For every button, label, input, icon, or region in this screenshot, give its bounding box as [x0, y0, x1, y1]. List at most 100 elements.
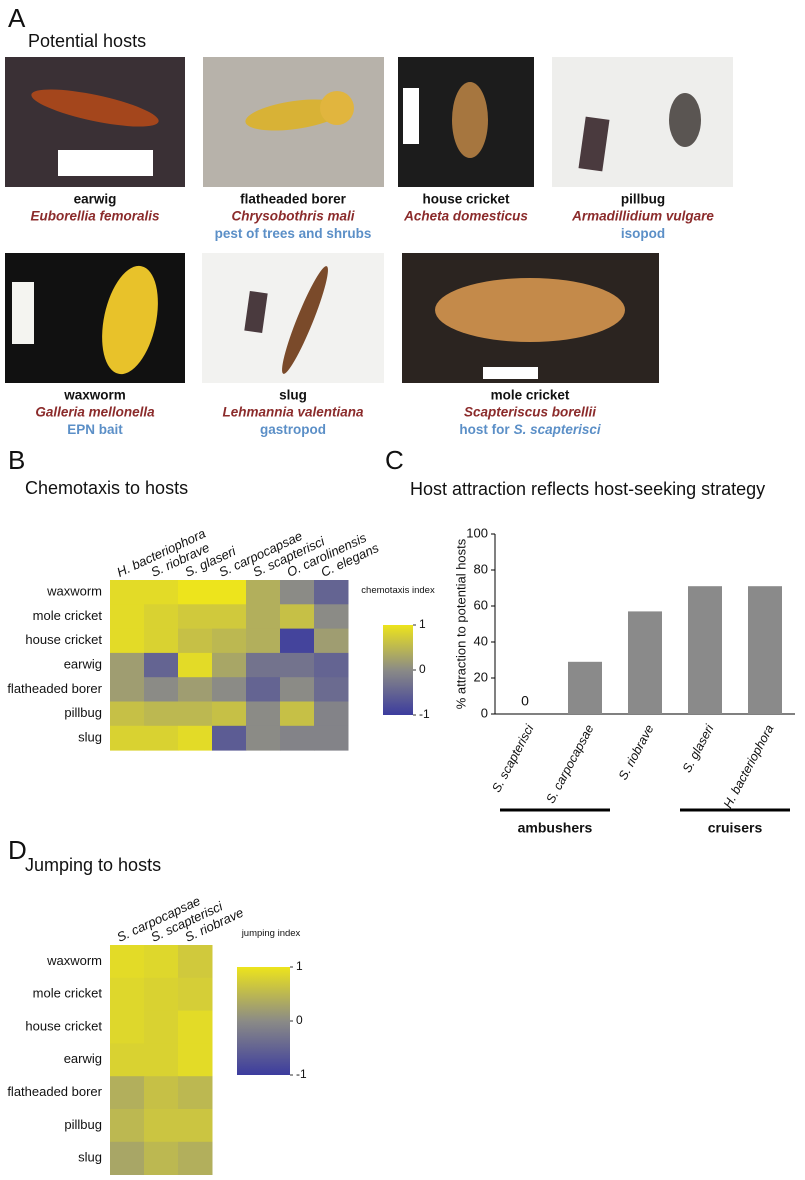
heatmap-cell [280, 580, 315, 605]
heatmap-cell [144, 1010, 179, 1044]
colorbar-tick-label: -1 [419, 707, 430, 721]
group-label: cruisers [708, 820, 763, 836]
colorbar-tick-label: 0 [419, 662, 426, 676]
x-tick-label: S. scapterisci [489, 721, 537, 794]
scale-bar [483, 367, 538, 379]
heatmap-cell [110, 1076, 145, 1110]
heatmap-cell [314, 652, 349, 678]
heatmap-cell [178, 977, 213, 1012]
colorbar-label: chemotaxis index [361, 585, 435, 596]
heatmap-cell [110, 977, 145, 1012]
host-species: Scapteriscus borellii [464, 405, 596, 420]
row-label: slug [78, 729, 102, 744]
heatmap-cell [314, 677, 349, 702]
heatmap-cell [314, 580, 349, 605]
scale-bar [403, 88, 419, 144]
host-note: EPN bait [67, 422, 123, 437]
heatmap-cell [212, 604, 247, 630]
host-species: Galleria mellonella [35, 405, 155, 420]
value-label: 0 [521, 693, 529, 709]
y-axis-label: % attraction to potential hosts [453, 538, 468, 709]
row-label: pillbug [64, 1117, 102, 1132]
heatmap-cell [212, 701, 247, 727]
host-species: Acheta domesticus [403, 209, 528, 224]
heatmap-cell [246, 701, 281, 727]
colorbar-tick-label: 1 [296, 959, 303, 973]
heatmap-cell [144, 580, 179, 605]
heatmap-cell [178, 628, 213, 654]
panel-title: Potential hosts [28, 31, 146, 51]
scale-bar [12, 282, 34, 344]
heatmap-cell [144, 945, 179, 979]
heatmap-cell [144, 1076, 179, 1110]
scale-bar [578, 116, 610, 172]
heatmap-cell [110, 725, 145, 751]
photo-body [669, 93, 701, 147]
heatmap-cell [314, 628, 349, 654]
bar [688, 586, 722, 714]
row-label: earwig [64, 656, 102, 671]
bar [748, 586, 782, 714]
colorbar-label-box: jumping index [242, 928, 301, 939]
heatmap-cell [314, 701, 349, 727]
heatmap-cell [314, 725, 349, 751]
heatmap-cell [280, 725, 315, 751]
host-note-species: S. scapterisci [514, 422, 601, 437]
row-label: slug [78, 1150, 102, 1165]
heatmap-cell [110, 652, 145, 678]
colorbar-tick-label: 1 [419, 617, 426, 631]
photo-body [320, 91, 354, 125]
heatmap-cell [144, 628, 179, 654]
host-name: flatheaded borer [240, 192, 347, 207]
photo-slug [202, 253, 384, 383]
host-species: Armadillidium vulgare [571, 209, 714, 224]
host-species: Lehmannia valentiana [222, 405, 364, 420]
host-note: pest of trees and shrubs [215, 226, 372, 241]
heatmap-cell [178, 604, 213, 630]
scale-bar [58, 150, 153, 176]
heatmap-cell [178, 701, 213, 727]
host-name: earwig [74, 192, 117, 207]
row-label: earwig [64, 1051, 102, 1066]
bar [628, 611, 662, 714]
group-label: ambushers [518, 820, 593, 836]
heatmap-cell [246, 677, 281, 702]
colorbar-label-box: chemotaxis index [361, 585, 435, 596]
host-name: house cricket [422, 192, 510, 207]
panel-label: D [8, 835, 27, 865]
photo-body [245, 99, 345, 131]
heatmap-cell [178, 677, 213, 702]
heatmap-cell [178, 945, 213, 979]
heatmap-cell [212, 652, 247, 678]
heatmap-cell [280, 701, 315, 727]
heatmap-cell [144, 652, 179, 678]
heatmap-cell [178, 580, 213, 605]
heatmap-cell [246, 604, 281, 630]
row-label: flatheaded borer [7, 1084, 102, 1099]
y-tick-label: 0 [481, 705, 488, 720]
panel-title: Host attraction reflects host-seeking st… [410, 479, 765, 499]
x-tick-label: S. riobrave [616, 722, 657, 782]
host-species: Chrysobothris mali [231, 209, 354, 224]
colorbar [383, 625, 413, 715]
heatmap-cell [246, 580, 281, 605]
heatmap-cell [212, 580, 247, 605]
y-tick-label: 60 [474, 597, 488, 612]
row-label: mole cricket [33, 986, 103, 1001]
heatmap-cell [314, 604, 349, 630]
photo-body [31, 89, 159, 127]
heatmap-cell [144, 677, 179, 702]
heatmap-cell [110, 945, 145, 979]
photo-body [282, 266, 328, 374]
heatmap-cell [280, 628, 315, 654]
heatmap-cell [178, 1141, 213, 1176]
row-label: waxworm [46, 584, 102, 599]
heatmap-cell [178, 1109, 213, 1143]
heatmap-cell [110, 1043, 145, 1077]
panel-label: B [8, 445, 25, 475]
photos [5, 57, 733, 383]
heatmap-cell [144, 701, 179, 727]
x-tick-label: S. glaseri [680, 721, 717, 775]
colorbar-tick-label: -1 [296, 1067, 307, 1081]
